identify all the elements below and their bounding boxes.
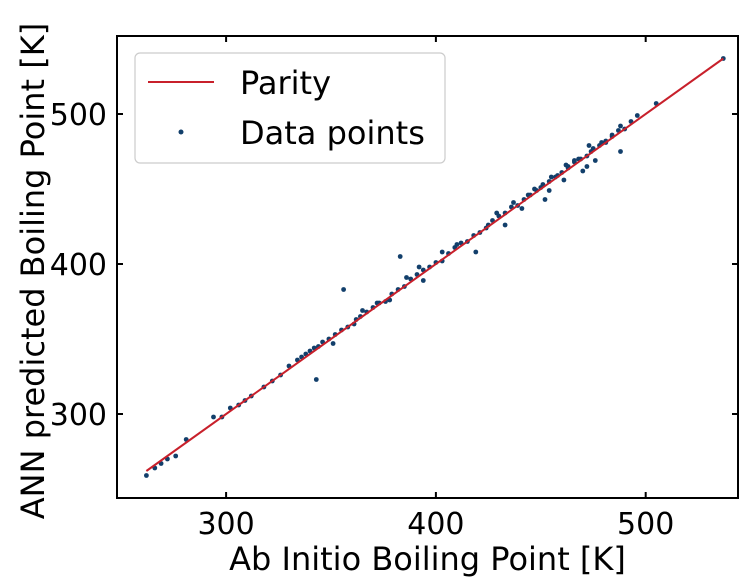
data-point — [341, 287, 346, 292]
data-point — [580, 168, 586, 174]
data-point — [561, 177, 567, 183]
x-tick-label: 300 — [197, 507, 254, 542]
data-point — [416, 264, 422, 270]
data-point — [404, 275, 409, 280]
data-point — [511, 200, 516, 205]
legend-box — [134, 52, 446, 164]
y-tick-label: 500 — [50, 98, 107, 133]
data-point — [572, 158, 577, 163]
x-axis: 300 400 500 — [197, 36, 674, 542]
data-point — [502, 222, 508, 228]
legend-swatch-data-points — [178, 129, 184, 135]
data-point — [586, 143, 592, 148]
data-point — [592, 158, 598, 163]
legend-entry-parity: Parity — [240, 64, 331, 102]
data-point — [313, 377, 319, 382]
data-point — [454, 242, 460, 247]
data-point — [211, 414, 216, 420]
y-tick-label: 300 — [50, 398, 107, 433]
data-point — [173, 453, 179, 459]
data-point — [473, 249, 479, 255]
data-point — [584, 164, 590, 169]
plot-frame — [116, 35, 739, 499]
data-point — [548, 174, 554, 180]
data-point — [330, 341, 336, 346]
data-point — [546, 188, 552, 193]
data-point — [532, 186, 537, 192]
parity-line — [145, 57, 724, 472]
data-point — [439, 249, 445, 255]
legend-entry-data-points: Data points — [240, 114, 425, 152]
data-point — [144, 473, 149, 478]
data-point — [397, 254, 403, 259]
x-tick-label: 500 — [617, 507, 674, 542]
data-point — [360, 308, 365, 313]
x-axis-label: Ab Initio Boiling Point [K] — [229, 540, 626, 578]
plot-area — [144, 56, 726, 478]
data-point — [494, 210, 500, 216]
legend: Parity Data points — [134, 52, 446, 164]
data-point — [634, 113, 640, 118]
data-point — [542, 197, 548, 202]
x-tick-label: 400 — [407, 507, 464, 542]
data-point — [519, 206, 525, 211]
y-axis-label: ANN predicted Boiling Point [K] — [14, 23, 52, 519]
y-tick-label: 400 — [50, 248, 107, 283]
data-point — [420, 278, 426, 283]
data-point — [563, 162, 569, 168]
data-point — [618, 149, 623, 154]
data-point — [618, 123, 623, 129]
y-axis: 300 400 500 — [50, 98, 738, 433]
